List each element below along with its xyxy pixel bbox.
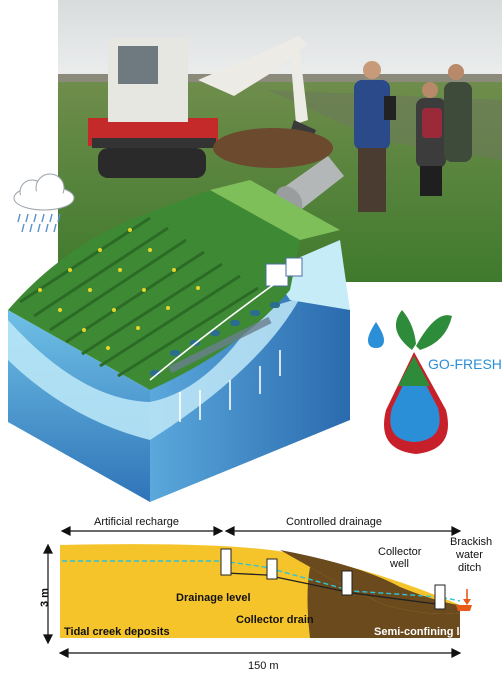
- logo-text: GO-FRESH: [428, 356, 502, 372]
- label-controlled-drainage: Controlled drainage: [286, 516, 382, 528]
- block-diagram: [0, 170, 360, 505]
- label-ditch: ditch: [458, 562, 481, 574]
- label-artificial-recharge: Artificial recharge: [94, 516, 179, 528]
- water-drop-icon: [368, 322, 384, 348]
- label-collector: Collector: [378, 546, 422, 558]
- label-well: well: [389, 558, 409, 570]
- label-drainage-level: Drainage level: [176, 592, 251, 604]
- go-fresh-logo: GO-FRESH: [356, 290, 502, 460]
- label-collector-drain: Collector drain: [236, 614, 314, 626]
- label-brackish: Brackish: [450, 536, 492, 548]
- label-width: 150 m: [248, 660, 279, 672]
- label-water: water: [455, 549, 483, 561]
- leaf-sprout-icon: [396, 310, 416, 350]
- label-height: 3 m: [40, 588, 51, 607]
- label-tidal-creek-deposits: Tidal creek deposits: [64, 626, 170, 638]
- ditch-marker: [456, 605, 472, 611]
- cross-section-diagram: Artificial recharge Controlled drainage …: [40, 505, 502, 675]
- label-semi-confining-layer: Semi-confining layer: [374, 626, 483, 638]
